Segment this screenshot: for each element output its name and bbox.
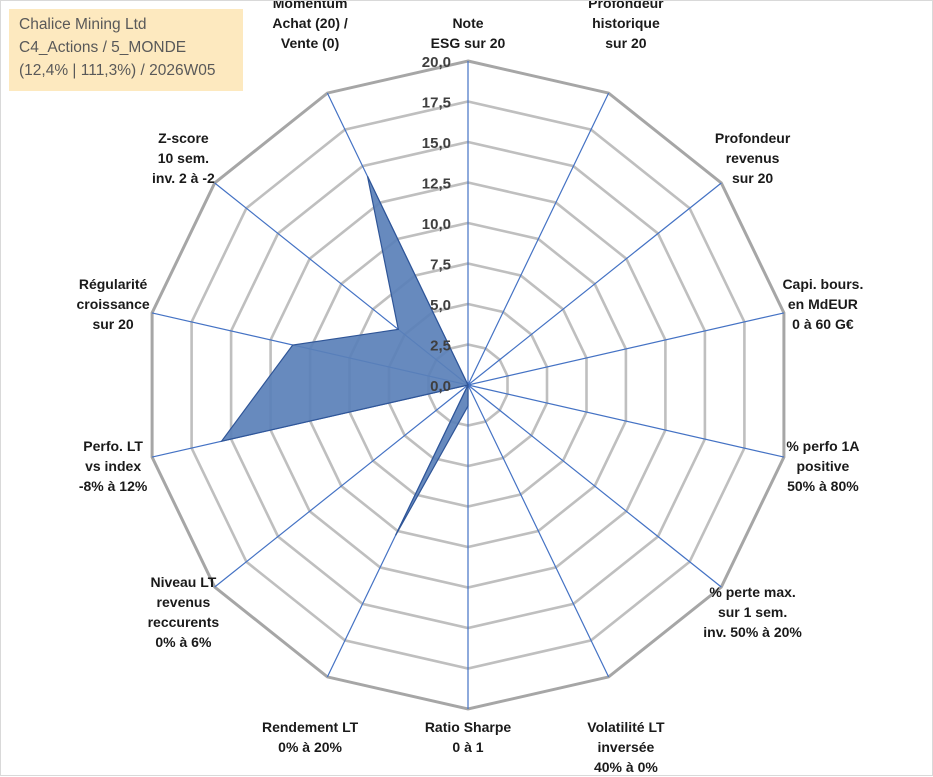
category-label-line: Perfo. LT — [83, 438, 143, 454]
spoke — [467, 384, 610, 678]
tick-label: 0,0 — [430, 378, 451, 395]
category-label-line: Niveau LT — [150, 574, 216, 590]
category-label: Profondeur revenus sur 20 — [715, 130, 791, 186]
category-label-line: 0% à 20% — [278, 739, 342, 755]
category-label-line: Capi. bours. — [782, 276, 863, 292]
spoke — [467, 182, 722, 386]
spoke — [467, 384, 722, 588]
category-label: Volatilité LT inversée 40% à 0% — [587, 719, 665, 775]
category-label: Perfo. LT vs index -8% à 12% — [79, 438, 148, 494]
category-label-line: Note — [452, 15, 483, 31]
category-label-line: Volatilité LT — [587, 719, 665, 735]
category-label: % perte max. sur 1 sem. inv. 50% à 20% — [703, 584, 802, 640]
category-label-line: sur 20 — [732, 170, 773, 186]
category-label: % perfo 1A positive 50% à 80% — [786, 438, 859, 494]
category-label-line: en MdEUR — [788, 296, 858, 312]
category-label-line: Achat (20) / — [272, 15, 348, 31]
category-label-line: 0 à 1 — [452, 739, 483, 755]
category-label-line: sur 1 sem. — [718, 604, 787, 620]
tick-label: 20,0 — [422, 54, 451, 71]
category-label-line: Momentum — [273, 1, 348, 11]
category-label-line: % perte max. — [709, 584, 795, 600]
category-label-line: Profondeur — [588, 1, 664, 11]
category-label: Ratio Sharpe 0 à 1 — [425, 719, 512, 755]
tick-label: 15,0 — [422, 135, 451, 152]
category-label: Rendement LT 0% à 20% — [262, 719, 359, 755]
tick-labels: 0,0 2,5 5,0 7,5 10,0 12,5 15,0 17,5 20,0 — [422, 54, 451, 395]
tick-label: 12,5 — [422, 176, 451, 193]
category-label-line: 0% à 6% — [155, 634, 212, 650]
category-label-line: sur 20 — [92, 316, 133, 332]
category-label-line: revenus — [726, 150, 780, 166]
category-label-line: Régularité — [79, 276, 148, 292]
tick-label: 17,5 — [422, 95, 451, 112]
category-label-line: % perfo 1A — [786, 438, 859, 454]
tick-label: 10,0 — [422, 216, 451, 233]
category-label-line: Ratio Sharpe — [425, 719, 512, 735]
category-label-line: 40% à 0% — [594, 759, 658, 775]
category-label-line: croissance — [77, 296, 150, 312]
category-label-line: Vente (0) — [281, 35, 339, 51]
category-label: Z-score 10 sem. inv. 2 à -2 — [152, 130, 215, 186]
category-label-line: sur 20 — [605, 35, 646, 51]
category-label-line: historique — [592, 15, 660, 31]
category-label-line: revenus — [157, 594, 211, 610]
category-label-line: inv. 2 à -2 — [152, 170, 215, 186]
category-label-line: Z-score — [158, 130, 209, 146]
category-label-line: 10 sem. — [158, 150, 209, 166]
category-label-line: Profondeur — [715, 130, 791, 146]
tick-label: 2,5 — [430, 338, 451, 355]
spoke — [214, 384, 469, 588]
category-label: Régularité croissance sur 20 — [77, 276, 150, 332]
category-label-line: 50% à 80% — [787, 478, 859, 494]
tick-label: 7,5 — [430, 257, 451, 274]
category-label-line: Rendement LT — [262, 719, 359, 735]
category-label-line: positive — [796, 458, 849, 474]
category-label: Capi. bours. en MdEUR 0 à 60 G€ — [782, 276, 863, 332]
title-line-1: Chalice Mining Ltd — [19, 16, 147, 33]
title-box: Chalice Mining Ltd C4_Actions / 5_MONDE … — [9, 9, 243, 91]
category-label-line: 0 à 60 G€ — [792, 316, 854, 332]
category-label-line: -8% à 12% — [79, 478, 148, 494]
category-label-line: reccurents — [148, 614, 220, 630]
tick-label: 5,0 — [430, 297, 451, 314]
category-label: Note ESG sur 20 — [431, 15, 506, 51]
category-labels: Note ESG sur 20 Profondeur historique sur 20… — [77, 1, 864, 775]
category-label-line: vs index — [85, 458, 141, 474]
spoke — [467, 92, 610, 386]
category-label: Niveau LT revenus reccurents 0% à 6% — [148, 574, 220, 650]
spoke — [467, 312, 785, 386]
category-label: Profondeur historique sur 20 — [588, 1, 664, 51]
title-line-3: (12,4% | 111,3%) / 2026W05 — [19, 62, 216, 79]
category-label-line: inversée — [597, 739, 654, 755]
category-label-line: inv. 50% à 20% — [703, 624, 802, 640]
title-line-2: C4_Actions / 5_MONDE — [19, 39, 187, 56]
spoke — [467, 384, 785, 458]
category-label: Momentum Achat (20) / Vente (0) — [272, 1, 348, 51]
series-area — [220, 176, 470, 536]
category-label-line: ESG sur 20 — [431, 35, 506, 51]
